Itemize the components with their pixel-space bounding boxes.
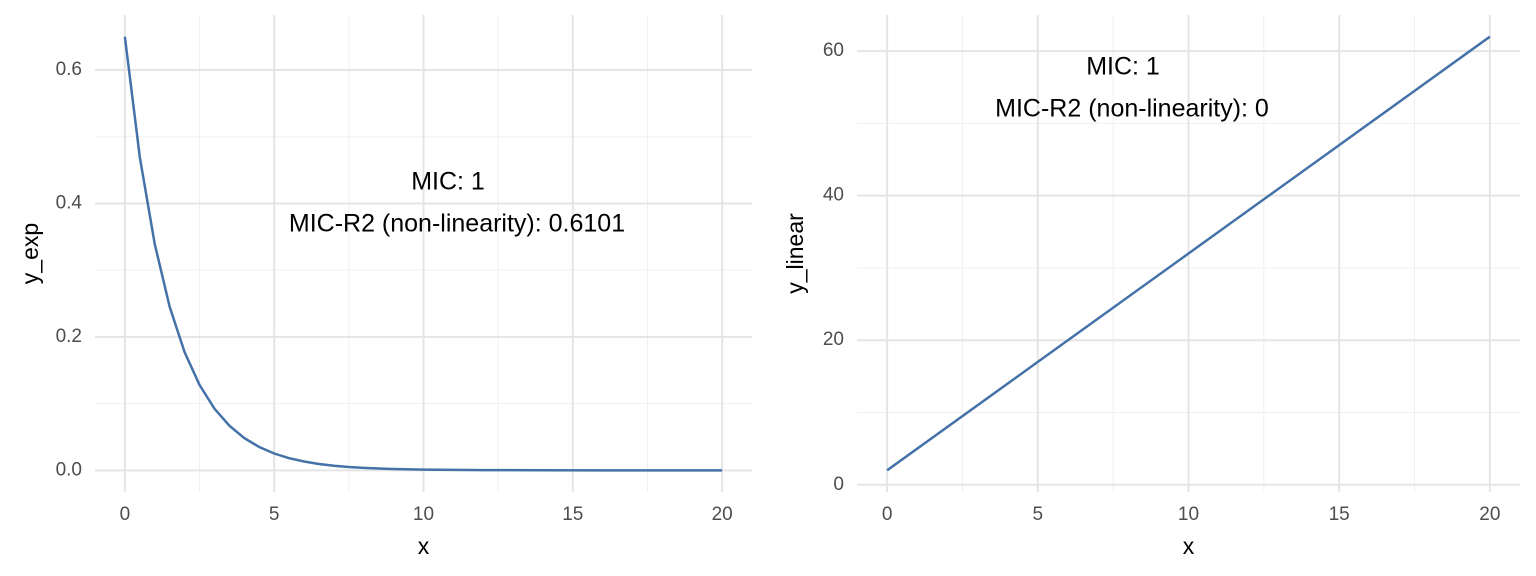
y-axis-title: y_exp xyxy=(17,223,43,284)
y-tick-label: 0 xyxy=(833,474,844,495)
annotation: MIC: 1 xyxy=(1086,53,1160,81)
y-tick-label: 0.0 xyxy=(56,459,82,480)
x-tick-label: 0 xyxy=(882,504,893,525)
y-tick-label: 0.6 xyxy=(56,59,82,80)
y-tick-label: 60 xyxy=(823,40,844,61)
y-axis-title: y_linear xyxy=(782,213,808,294)
x-axis-title: x xyxy=(418,533,430,559)
x-tick-label: 15 xyxy=(562,504,583,525)
x-tick-label: 5 xyxy=(1033,504,1044,525)
x-tick-label: 20 xyxy=(1479,504,1500,525)
x-tick-label: 15 xyxy=(1329,504,1350,525)
line xyxy=(886,35,1491,472)
x-tick-label: 5 xyxy=(269,504,280,525)
y-tick-label: 0.2 xyxy=(56,326,82,347)
y-tick-label: 40 xyxy=(823,185,844,206)
annotation: MIC-R2 (non-linearity): 0 xyxy=(995,95,1269,123)
y-tick-label: 0.4 xyxy=(56,192,83,213)
x-tick-label: 20 xyxy=(712,504,733,525)
annotation: MIC-R2 (non-linearity): 0.6101 xyxy=(289,210,625,238)
line xyxy=(123,36,723,472)
annotation: MIC: 1 xyxy=(411,168,485,196)
x-tick-label: 10 xyxy=(1178,504,1199,525)
x-tick-label: 0 xyxy=(120,504,131,525)
x-axis-title: x xyxy=(1183,533,1195,559)
y-tick-label: 20 xyxy=(823,329,844,350)
x-tick-label: 10 xyxy=(413,504,434,525)
